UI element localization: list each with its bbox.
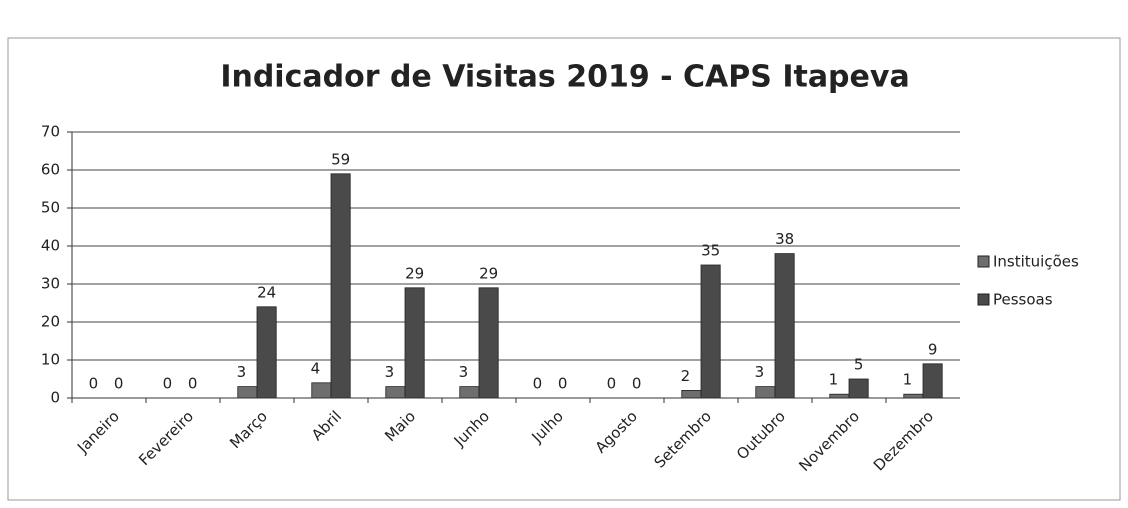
bar	[404, 287, 425, 399]
y-tick-label: 0	[50, 389, 60, 407]
y-tick-label: 70	[41, 123, 60, 141]
bar	[311, 382, 332, 399]
bar	[459, 386, 480, 399]
y-tick-label: 40	[41, 237, 60, 255]
data-label: 0	[533, 375, 543, 393]
data-label: 29	[479, 264, 498, 282]
x-tick-label: Novembro	[795, 407, 863, 475]
data-label: 38	[775, 230, 794, 248]
x-tick-label: Fevereiro	[135, 407, 197, 469]
x-tick-label: Abril	[308, 407, 345, 444]
data-label: 0	[89, 375, 99, 393]
y-tick-label: 10	[41, 351, 60, 369]
legend-swatch	[977, 293, 990, 306]
data-label: 59	[331, 150, 350, 168]
x-tick-label: Outubro	[733, 407, 789, 463]
chart-title: Indicador de Visitas 2019 - CAPS Itapeva	[220, 60, 909, 95]
chart-frame	[7, 37, 1121, 501]
bar	[256, 306, 277, 399]
data-label: 29	[405, 264, 424, 282]
data-label: 2	[681, 367, 691, 385]
x-tick-label: Julho	[528, 407, 567, 446]
bar	[922, 363, 943, 399]
bar	[478, 287, 499, 399]
x-tick-label: Setembro	[651, 407, 715, 471]
x-tick-label: Janeiro	[73, 407, 123, 457]
data-label: 3	[459, 363, 469, 381]
data-label: 3	[385, 363, 395, 381]
data-label: 1	[829, 371, 839, 389]
legend-label: Instituições	[993, 253, 1079, 271]
x-tick-label: Junho	[450, 407, 493, 450]
data-label: 24	[257, 283, 276, 301]
y-tick-label: 30	[41, 275, 60, 293]
data-label: 5	[854, 356, 864, 374]
data-label: 4	[311, 359, 321, 377]
legend-swatch	[977, 255, 990, 268]
bar	[903, 393, 924, 399]
x-tick-label: Maio	[381, 407, 419, 445]
bar	[755, 386, 776, 399]
data-label: 1	[903, 371, 913, 389]
y-tick-label: 50	[41, 199, 60, 217]
y-tick-label: 20	[41, 313, 60, 331]
data-label: 35	[701, 242, 720, 260]
bar	[774, 253, 795, 399]
bar	[829, 393, 850, 399]
data-label: 0	[632, 375, 642, 393]
data-label: 0	[607, 375, 617, 393]
data-label: 0	[114, 375, 124, 393]
x-tick-label: Março	[226, 407, 271, 452]
data-label: 9	[928, 340, 938, 358]
bar	[237, 386, 258, 399]
data-label: 0	[188, 375, 198, 393]
bar	[681, 389, 702, 399]
x-tick-label: Agosto	[592, 407, 641, 456]
data-label: 0	[163, 375, 173, 393]
y-tick-label: 60	[41, 161, 60, 179]
data-label: 3	[755, 363, 765, 381]
bar	[330, 173, 351, 399]
bar	[385, 386, 406, 399]
bar	[848, 378, 869, 399]
data-label: 0	[558, 375, 568, 393]
legend-label: Pessoas	[993, 291, 1053, 309]
x-tick-label: Dezembro	[870, 407, 937, 474]
bar	[700, 264, 721, 399]
data-label: 3	[237, 363, 247, 381]
